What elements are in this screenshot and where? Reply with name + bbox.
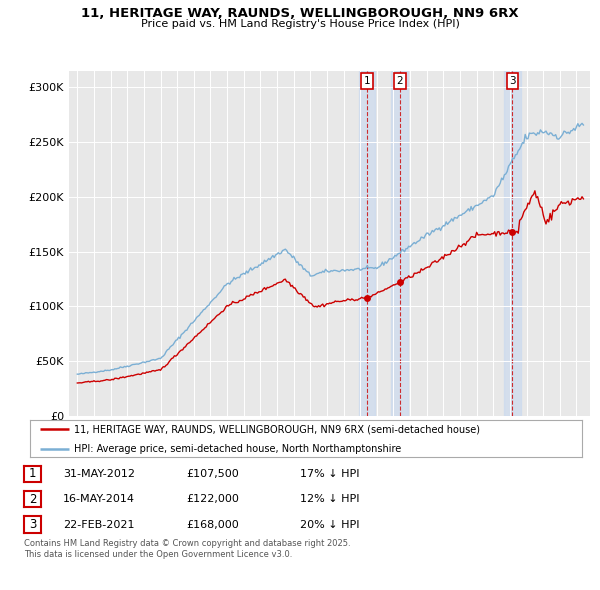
Text: Contains HM Land Registry data © Crown copyright and database right 2025.
This d: Contains HM Land Registry data © Crown c… (24, 539, 350, 559)
Text: 20% ↓ HPI: 20% ↓ HPI (300, 520, 359, 529)
Text: £122,000: £122,000 (186, 494, 239, 504)
Text: 22-FEB-2021: 22-FEB-2021 (63, 520, 134, 529)
Text: 2: 2 (397, 76, 403, 86)
Text: Price paid vs. HM Land Registry's House Price Index (HPI): Price paid vs. HM Land Registry's House … (140, 19, 460, 29)
Text: £168,000: £168,000 (186, 520, 239, 529)
Bar (359, 71, 376, 416)
Text: 11, HERITAGE WAY, RAUNDS, WELLINGBOROUGH, NN9 6RX: 11, HERITAGE WAY, RAUNDS, WELLINGBOROUGH… (81, 7, 519, 20)
Text: 3: 3 (509, 76, 516, 86)
Text: £107,500: £107,500 (186, 469, 239, 478)
Text: 16-MAY-2014: 16-MAY-2014 (63, 494, 135, 504)
Text: 2: 2 (29, 493, 36, 506)
Text: 12% ↓ HPI: 12% ↓ HPI (300, 494, 359, 504)
Text: HPI: Average price, semi-detached house, North Northamptonshire: HPI: Average price, semi-detached house,… (74, 444, 401, 454)
Text: 31-MAY-2012: 31-MAY-2012 (63, 469, 135, 478)
Bar (504, 71, 521, 416)
Text: 1: 1 (29, 467, 36, 480)
Text: 11, HERITAGE WAY, RAUNDS, WELLINGBOROUGH, NN9 6RX (semi-detached house): 11, HERITAGE WAY, RAUNDS, WELLINGBOROUGH… (74, 425, 480, 435)
Bar (391, 71, 408, 416)
Text: 1: 1 (364, 76, 370, 86)
Text: 3: 3 (29, 518, 36, 531)
Text: 17% ↓ HPI: 17% ↓ HPI (300, 469, 359, 478)
